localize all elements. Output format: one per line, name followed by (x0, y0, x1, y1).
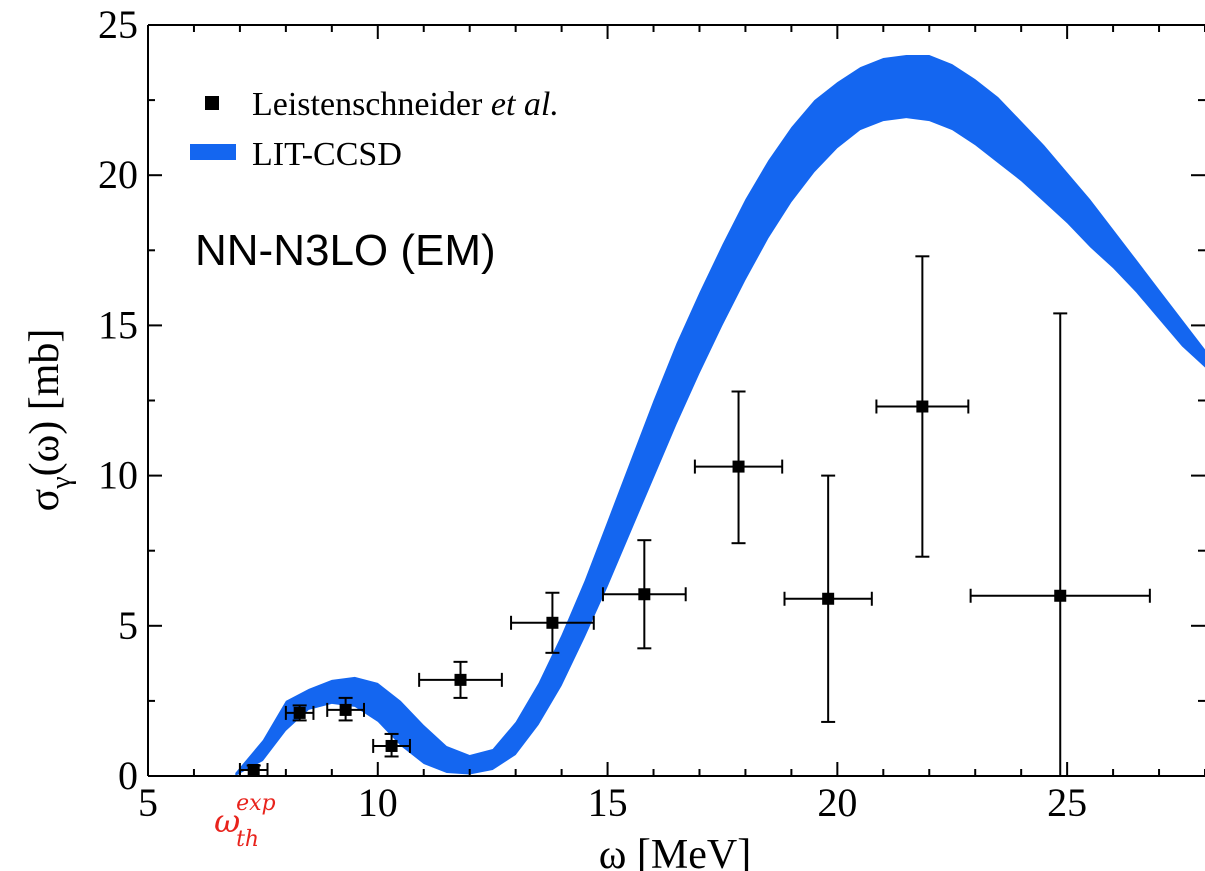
x-tick-label: 10 (358, 780, 398, 825)
y-axis-title-main: σ (22, 489, 68, 512)
lit-ccsd-band (235, 55, 1205, 776)
y-axis-title-sub: γ (46, 476, 77, 489)
data-marker (546, 616, 559, 629)
data-point (875, 255, 970, 558)
data-marker (1054, 589, 1067, 602)
y-tick-label: 25 (98, 2, 138, 47)
legend-marker-square (205, 96, 219, 110)
x-tick-label: 25 (1047, 780, 1087, 825)
y-axis-title: σγ(ω) [mb] (22, 329, 77, 512)
data-point (783, 474, 873, 723)
data-marker (638, 588, 651, 601)
data-marker (822, 592, 835, 605)
x-axis-title: ω [MeV] (599, 832, 751, 871)
x-tick-label: 5 (138, 780, 158, 825)
data-point (693, 390, 784, 545)
y-tick-label: 0 (118, 753, 138, 798)
legend-marker-band (190, 144, 236, 160)
data-marker (454, 673, 467, 686)
annotation-interaction: NN-N3LO (EM) (195, 226, 496, 275)
data-marker (293, 706, 306, 719)
data-marker (339, 703, 352, 716)
data-marker (385, 739, 398, 752)
legend-label-experiment: Leistenschneider et al. (252, 86, 559, 123)
legend-label-band: LIT-CCSD (252, 136, 402, 173)
data-point (284, 704, 315, 722)
data-marker (732, 460, 745, 473)
data-point (969, 312, 1151, 776)
data-point (326, 696, 365, 722)
threshold-label-sup: exp (236, 791, 276, 816)
y-tick-label: 10 (98, 453, 138, 498)
x-tick-label: 15 (588, 780, 628, 825)
threshold-label-sub: th (236, 827, 259, 852)
legend: Leistenschneider et al. LIT-CCSD (190, 86, 559, 173)
data-marker (916, 400, 929, 413)
data-point (372, 732, 411, 758)
legend-label-experiment-main: Leistenschneider (252, 86, 491, 123)
data-point (418, 660, 503, 699)
legend-label-experiment-italic: et al. (491, 86, 559, 123)
data-point (601, 539, 687, 650)
y-tick-label: 20 (98, 152, 138, 197)
axis-ticks (147, 24, 1205, 777)
y-axis-title-rest: (ω) [mb] (22, 329, 68, 477)
threshold-label: ω exp th (214, 791, 276, 852)
y-tick-label: 15 (98, 302, 138, 347)
threshold-label-base: ω (214, 802, 240, 840)
y-tick-label: 5 (118, 603, 138, 648)
data-points (238, 255, 1151, 776)
data-marker (247, 763, 260, 776)
x-tick-label: 20 (817, 780, 857, 825)
data-point (510, 591, 595, 654)
